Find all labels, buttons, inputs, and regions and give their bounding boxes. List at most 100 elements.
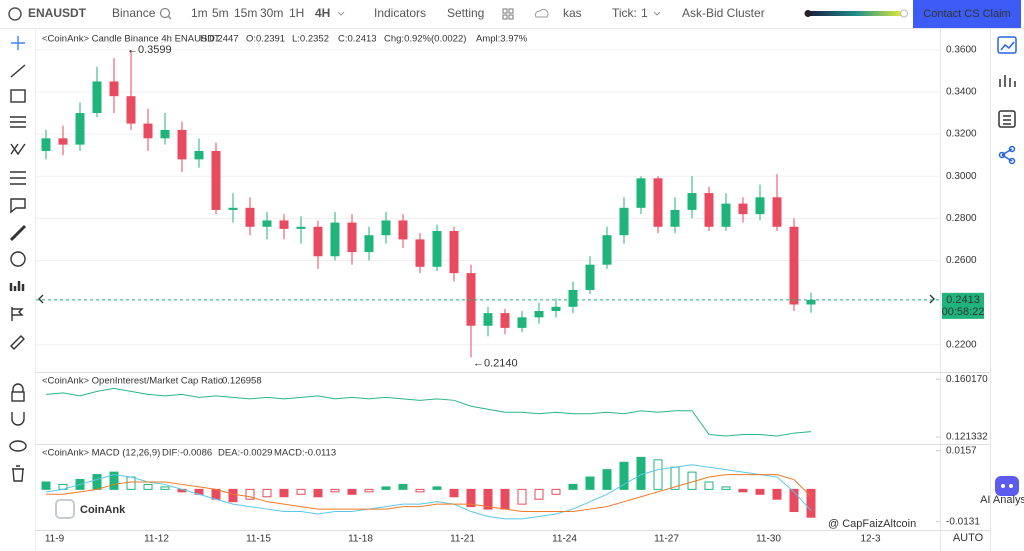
macd-bar <box>415 488 425 493</box>
y-tick-label: -0.0131 <box>946 516 980 527</box>
interval[interactable]: 4H <box>315 6 330 20</box>
contact-button[interactable] <box>913 0 1021 28</box>
candle-body <box>670 209 680 227</box>
slider-knob[interactable] <box>900 9 908 18</box>
legend-value: C:0.2413 <box>338 34 377 45</box>
candle-body <box>364 235 374 253</box>
exchange[interactable]: Binance <box>112 6 156 20</box>
contact[interactable]: Contact CS Claim <box>923 8 1010 20</box>
trash-tool[interactable] <box>12 465 24 482</box>
channel-tool[interactable] <box>10 171 26 185</box>
macd-bar <box>41 481 51 490</box>
candle-body <box>92 81 102 114</box>
candle-body <box>109 81 119 97</box>
ai-icon[interactable] <box>995 476 1019 496</box>
candle-body <box>653 178 663 227</box>
macd-bar <box>789 488 799 513</box>
interval[interactable]: 1H <box>289 6 304 20</box>
bars-tool[interactable] <box>9 281 25 291</box>
auto[interactable]: AUTO <box>953 532 984 544</box>
macd-bar <box>517 488 527 505</box>
crosshair-tool[interactable] <box>11 36 25 50</box>
candle-body <box>126 96 136 124</box>
search-icon[interactable] <box>159 7 171 19</box>
tick-value[interactable]: 1 <box>641 6 648 20</box>
x-tick-label: 11-30 <box>756 534 781 545</box>
macd-bar <box>738 488 748 493</box>
tick-label[interactable]: Tick: <box>612 6 637 20</box>
legend-value: Chg:0.92%(0.0022) <box>384 34 466 45</box>
candle-body <box>296 226 306 229</box>
candle-body <box>789 226 799 305</box>
interval[interactable]: 1m <box>191 6 208 20</box>
ai-icon <box>1001 484 1005 488</box>
candle-body <box>500 313 510 328</box>
macd-bar <box>449 488 459 498</box>
interval[interactable]: 5m <box>212 6 229 20</box>
pane-title: <CoinAnk> Candle Binance 4h ENAUSDT <box>42 34 220 45</box>
symbol-icon[interactable] <box>8 7 22 21</box>
legend-value: L:0.2352 <box>292 34 329 45</box>
ruler-tool[interactable] <box>9 224 27 242</box>
interval[interactable]: 30m <box>260 6 283 20</box>
watermark: @ CapFaizAltcoin <box>828 518 916 530</box>
flag-tool[interactable] <box>11 307 24 321</box>
symbol[interactable]: ENAUSDT <box>28 6 87 20</box>
rect-tool[interactable] <box>10 89 26 103</box>
depth-icon[interactable] <box>999 75 1016 87</box>
macd-bar <box>279 488 289 498</box>
indicators[interactable]: Indicators <box>374 6 426 20</box>
x-tick-label: 11-9 <box>45 534 65 545</box>
candle-body <box>534 311 544 318</box>
share-icon <box>998 151 1006 159</box>
oi-line <box>45 387 812 437</box>
ai-icon <box>1009 484 1013 488</box>
candle-body <box>58 138 68 145</box>
list-icon[interactable] <box>998 110 1016 128</box>
cloud-icon[interactable] <box>534 8 549 18</box>
legend-entry: DEA:-0.0029 <box>218 448 272 459</box>
macd-bar <box>109 471 119 490</box>
user[interactable]: kas <box>563 6 582 20</box>
magnet-tool[interactable] <box>10 251 26 267</box>
macd-bar <box>585 476 595 490</box>
note-tool[interactable] <box>10 198 26 214</box>
share-icon <box>1008 157 1016 165</box>
interval[interactable]: 15m <box>234 6 257 20</box>
macd-line <box>45 464 812 520</box>
layout-icon[interactable] <box>502 8 508 14</box>
macd-bar <box>364 488 374 493</box>
magnet2-tool[interactable] <box>11 412 25 426</box>
fib-tool[interactable] <box>10 116 26 128</box>
chevron[interactable] <box>337 11 345 16</box>
expand-arrow[interactable] <box>929 294 935 304</box>
candle-body <box>619 207 629 236</box>
macd-line <box>46 474 812 513</box>
candle-body <box>245 207 255 227</box>
chevron[interactable] <box>653 11 661 16</box>
line-tool[interactable] <box>10 64 26 78</box>
chart-icon[interactable] <box>997 36 1017 54</box>
candle-body <box>687 193 697 210</box>
candle-body <box>398 220 408 240</box>
candle-body <box>806 299 816 305</box>
layout-icon <box>508 8 514 14</box>
cluster[interactable]: Ask-Bid Cluster <box>682 6 765 20</box>
brush-tool[interactable] <box>10 335 25 350</box>
last-price: 0.2413 <box>946 294 980 306</box>
candle-body <box>721 203 731 227</box>
candle-body <box>279 220 289 229</box>
macd-bar <box>313 488 323 498</box>
pattern-tool[interactable] <box>10 143 26 156</box>
lock-tool[interactable] <box>11 391 25 402</box>
eye-tool[interactable] <box>9 440 27 452</box>
macd-bar <box>228 488 238 503</box>
macd-bar <box>653 459 663 490</box>
macd-bar <box>721 486 731 490</box>
setting[interactable]: Setting <box>447 6 484 20</box>
slider-knob[interactable] <box>804 10 812 17</box>
x-tick-label: 11-24 <box>552 534 577 545</box>
candle-body <box>432 230 442 267</box>
macd-bar <box>534 488 544 500</box>
collapse-arrow[interactable] <box>38 294 44 304</box>
